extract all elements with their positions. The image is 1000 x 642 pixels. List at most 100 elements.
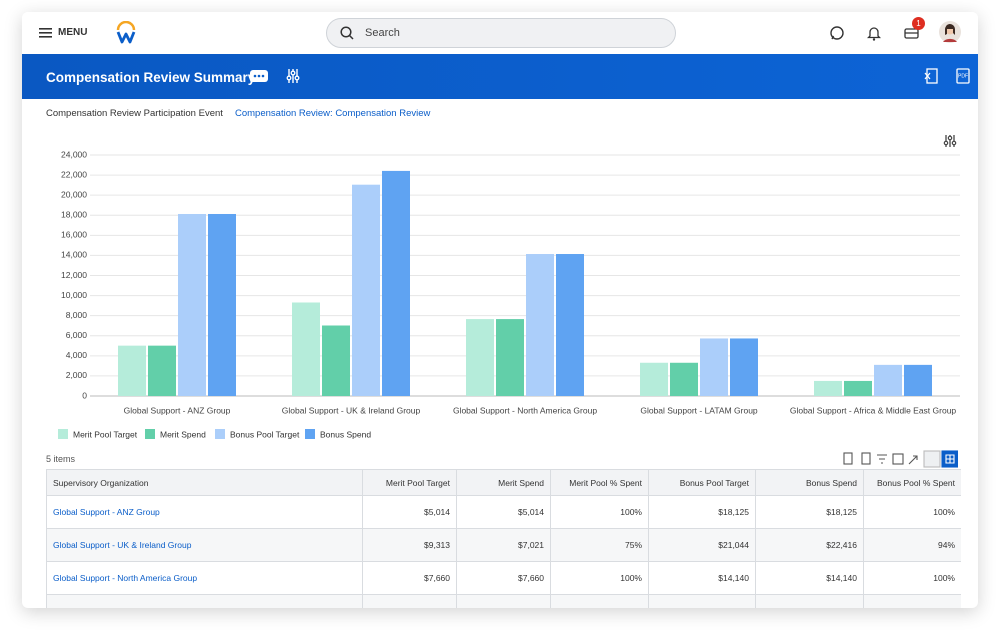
table-cell: $9,313	[362, 528, 457, 562]
y-tick-label: 18,000	[61, 210, 87, 220]
bar	[496, 319, 524, 396]
columns-icon[interactable]	[892, 453, 904, 465]
x-tick-label: Global Support - ANZ Group	[124, 405, 231, 415]
bar	[118, 345, 146, 396]
header-row: Supervisory Organization Merit Pool Targe…	[46, 469, 961, 496]
bar	[466, 319, 494, 396]
x-tick-label: Global Support - UK & Ireland Group	[282, 405, 421, 415]
table-cell: $5,014	[362, 495, 457, 529]
legend-swatch	[215, 429, 225, 439]
bar	[700, 338, 728, 396]
y-tick-label: 10,000	[61, 290, 87, 300]
y-tick-label: 24,000	[61, 149, 87, 159]
org-link[interactable]: Global Support - LATAM Group	[46, 594, 363, 608]
table-cell: $21,044	[648, 528, 756, 562]
filter-icon[interactable]	[877, 454, 887, 464]
fullscreen-icon[interactable]	[908, 455, 918, 465]
bar	[904, 364, 932, 396]
legend-label: Bonus Spend	[320, 429, 371, 439]
page-header: Compensation Review Summary PDF	[22, 54, 978, 99]
legend-swatch	[305, 429, 315, 439]
menu-icon[interactable]	[39, 28, 52, 38]
y-tick-label: 16,000	[61, 230, 87, 240]
bar	[556, 254, 584, 396]
x-tick-label: Global Support - North America Group	[453, 405, 597, 415]
table-row: Global Support - ANZ Group $5,014 $5,014 10…	[46, 495, 961, 529]
y-tick-label: 8,000	[66, 310, 88, 320]
chart-settings-icon[interactable]	[943, 134, 957, 148]
item-count: 5 items	[46, 454, 76, 464]
org-link[interactable]: Global Support - ANZ Group	[46, 495, 363, 529]
print-icon[interactable]	[861, 452, 871, 465]
y-tick-label: 20,000	[61, 189, 87, 199]
bar	[148, 345, 176, 396]
chat-icon[interactable]	[829, 25, 845, 41]
y-tick-label: 4,000	[66, 350, 88, 360]
table-cell: $18,125	[755, 495, 864, 529]
table-cell: $3,310	[362, 594, 457, 608]
table-cell: $22,416	[755, 528, 864, 562]
legend-swatch	[145, 429, 155, 439]
table-cell: 100%	[863, 495, 961, 529]
bell-icon[interactable]	[867, 25, 881, 41]
table-cell: $3,310	[456, 594, 551, 608]
event-link[interactable]: Compensation Review: Compensation Review	[235, 108, 431, 119]
table-toolbar	[843, 450, 958, 468]
table-cell: $14,140	[648, 561, 756, 595]
org-link[interactable]: Global Support - North America Group	[46, 561, 363, 595]
filter-icon[interactable]	[286, 68, 300, 84]
pdf-icon[interactable]: PDF	[956, 68, 970, 84]
table-view-button[interactable]	[923, 450, 941, 468]
bar	[730, 338, 758, 396]
search-placeholder: Search	[365, 27, 400, 39]
y-tick-label: 14,000	[61, 250, 87, 260]
svg-text:PDF: PDF	[958, 73, 968, 79]
bar	[352, 184, 380, 396]
y-tick-label: 6,000	[66, 330, 88, 340]
bar	[844, 380, 872, 396]
table-cell: $7,660	[456, 561, 551, 595]
app-window: MENU Search 1 Compensation Review Summar…	[22, 12, 978, 608]
column-header: Bonus Pool % Spent	[863, 469, 961, 496]
avatar[interactable]	[939, 21, 961, 43]
table-row: Global Support - UK & Ireland Group $9,31…	[46, 528, 961, 562]
logo[interactable]	[114, 21, 138, 45]
column-header: Bonus Spend	[755, 469, 864, 496]
excel-icon[interactable]	[924, 68, 938, 84]
bar	[322, 325, 350, 396]
export-icon[interactable]	[843, 452, 853, 465]
bar	[526, 254, 554, 396]
legend-swatch	[58, 429, 68, 439]
bar	[670, 362, 698, 396]
page-title: Compensation Review Summary	[46, 70, 256, 85]
table-cell: 100%	[550, 561, 649, 595]
table-cell: $7,660	[362, 561, 457, 595]
y-tick-label: 22,000	[61, 169, 87, 179]
x-tick-label: Global Support - LATAM Group	[640, 405, 758, 415]
column-header: Bonus Pool Target	[648, 469, 756, 496]
menu-label[interactable]: MENU	[58, 27, 88, 38]
notification-badge: 1	[912, 17, 925, 30]
table-cell: 100%	[863, 594, 961, 608]
bar	[874, 364, 902, 396]
org-link[interactable]: Global Support - UK & Ireland Group	[46, 528, 363, 562]
bar	[814, 380, 842, 396]
legend-label: Merit Pool Target	[73, 429, 138, 439]
bar	[208, 213, 236, 396]
inbox-icon[interactable]	[904, 26, 920, 40]
y-tick-label: 0	[82, 390, 87, 400]
search-box[interactable]: Search	[326, 18, 676, 48]
table-cell: 100%	[863, 561, 961, 595]
column-header: Merit Pool % Spent	[550, 469, 649, 496]
table-cell: $5,014	[456, 495, 551, 529]
bar	[178, 213, 206, 396]
table-cell: 100%	[550, 495, 649, 529]
table-cell: $5,730	[755, 594, 864, 608]
bar	[292, 302, 320, 396]
legend-label: Merit Spend	[160, 429, 206, 439]
table-cell: 100%	[550, 594, 649, 608]
related-actions-button[interactable]	[250, 70, 268, 82]
table-container: Supervisory Organization Merit Pool Targe…	[46, 469, 961, 608]
top-bar: MENU Search 1	[22, 12, 978, 55]
